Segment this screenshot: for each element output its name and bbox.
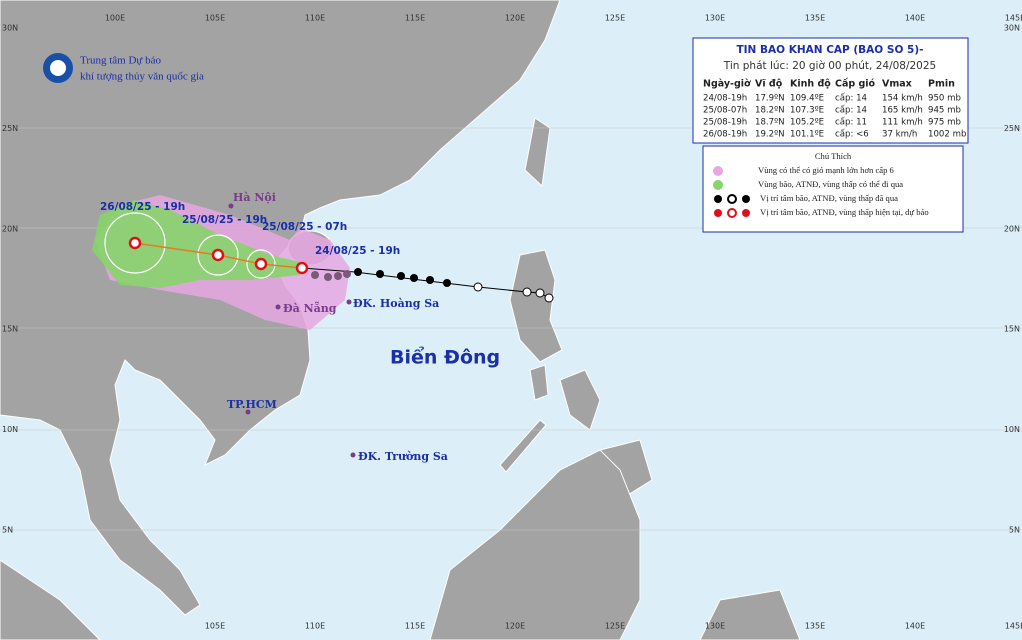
table-header: Vĩ độ — [755, 79, 783, 90]
table-cell: 101.1ºE — [790, 130, 824, 140]
longitude-label: 120E — [505, 622, 525, 631]
longitude-label: 145E — [1005, 622, 1022, 631]
table-cell: cấp: 14 — [835, 105, 867, 116]
logo — [43, 53, 73, 83]
table-cell: 26/08-19h — [703, 130, 747, 140]
legend-swatch — [714, 194, 750, 204]
table-cell: 18.2ºN — [755, 106, 785, 116]
track-label: 24/08/25 - 19h — [315, 245, 400, 257]
latitude-label: 15N — [1004, 325, 1020, 334]
track-label: 26/08/25 - 19h — [100, 201, 185, 213]
table-cell: 25/08-19h — [703, 118, 747, 128]
longitude-label: 115E — [405, 14, 425, 23]
legend-swatch — [713, 180, 723, 190]
latitude-label: 10N — [2, 425, 18, 434]
longitude-label: 130E — [705, 14, 725, 23]
table-cell: 950 mb — [928, 94, 961, 104]
org-name: Trung tâm Dự báo — [80, 55, 162, 67]
longitude-label: 130E — [705, 622, 725, 631]
latitude-label: 30N — [1004, 24, 1020, 33]
legend-item: Vùng bão, ATNĐ, vùng thấp có thể đi qua — [758, 179, 903, 189]
table-cell: cấp: <6 — [835, 129, 869, 140]
longitude-label: 135E — [805, 622, 825, 631]
table-header: Kinh độ — [790, 79, 831, 90]
place-label: Hà Nội — [233, 191, 276, 204]
legend-item: Vị trí tâm bão, ATNĐ, vùng thấp hiện tại… — [760, 207, 929, 217]
table-cell: 154 km/h — [882, 94, 923, 104]
longitude-label: 145E — [1005, 14, 1022, 23]
place-label: ĐK. Trường Sa — [358, 450, 448, 463]
latitude-label: 25N — [2, 124, 18, 133]
table-cell: 24/08-19h — [703, 94, 747, 104]
latitude-label: 30N — [2, 24, 18, 33]
legend-item: Vùng có thể có gió mạnh lớn hơn cấp 6 — [758, 165, 895, 175]
legend-swatch — [714, 208, 750, 218]
legend-swatch — [713, 166, 723, 176]
table-header: Vmax — [882, 79, 912, 90]
info-box — [692, 37, 969, 144]
place-label: Đà Nẵng — [283, 302, 337, 315]
latitude-label: 20N — [1004, 224, 1020, 233]
legend-item: Vị trí tâm bão, ATNĐ, vùng thấp đã qua — [760, 193, 898, 203]
table-cell: 107.3ºE — [790, 106, 824, 116]
table-cell: 111 km/h — [882, 118, 923, 128]
forecast-track — [134, 242, 303, 269]
latitude-label: 5N — [2, 526, 13, 535]
longitude-label: 140E — [905, 14, 925, 23]
legend-box — [702, 145, 964, 233]
longitude-label: 140E — [905, 622, 925, 631]
track-label: 25/08/25 - 19h — [182, 214, 267, 226]
forecast-markers — [128, 236, 309, 275]
latitude-label: 25N — [1004, 124, 1020, 133]
org-name: khí tượng thủy văn quốc gia — [80, 71, 204, 83]
legend-title: Chú Thích — [815, 151, 852, 161]
past-markers — [311, 268, 554, 303]
table-header: Ngày-giờ — [703, 79, 751, 90]
longitude-label: 125E — [605, 14, 625, 23]
longitude-label: 125E — [605, 622, 625, 631]
latitude-label: 10N — [1004, 425, 1020, 434]
table-cell: 19.2ºN — [755, 130, 785, 140]
table-cell: 18.7ºN — [755, 118, 785, 128]
storm-zone — [92, 200, 300, 288]
table-cell: 37 km/h — [882, 130, 917, 140]
latitude-label: 5N — [1009, 526, 1020, 535]
longitude-label: 105E — [205, 622, 225, 631]
table-cell: 165 km/h — [882, 106, 923, 116]
track-label: 25/08/25 - 07h — [262, 221, 347, 233]
table-cell: 105.2ºE — [790, 118, 824, 128]
table-cell: 975 mb — [928, 118, 961, 128]
longitude-label: 135E — [805, 14, 825, 23]
radius-circles — [104, 212, 276, 279]
table-header: Pmin — [928, 79, 955, 90]
latitude-label: 20N — [2, 224, 18, 233]
longitude-label: 110E — [305, 14, 325, 23]
place-label: TP.HCM — [227, 398, 277, 411]
longitude-label: 100E — [105, 14, 125, 23]
table-cell: 17.9ºN — [755, 94, 785, 104]
longitude-label: 110E — [305, 622, 325, 631]
longitude-label: 105E — [205, 14, 225, 23]
bulletin-subtitle: Tin phát lúc: 20 giờ 00 phút, 24/08/2025 — [723, 60, 936, 72]
table-cell: 1002 mb — [928, 130, 966, 140]
longitude-label: 115E — [405, 622, 425, 631]
table-cell: 945 mb — [928, 106, 961, 116]
table-header: Cấp gió — [835, 79, 876, 90]
place-label: ĐK. Hoàng Sa — [353, 297, 439, 310]
longitude-label: 120E — [505, 14, 525, 23]
latitude-label: 15N — [2, 325, 18, 334]
city-dots — [228, 203, 356, 458]
bulletin-title: TIN BAO KHAN CAP (BAO SO 5)- — [736, 44, 923, 56]
table-cell: cấp: 11 — [835, 117, 867, 128]
sea-label: Biển Đông — [390, 346, 500, 369]
table-cell: 25/08-07h — [703, 106, 747, 116]
table-cell: 109.4ºE — [790, 94, 824, 104]
table-cell: cấp: 14 — [835, 93, 867, 104]
